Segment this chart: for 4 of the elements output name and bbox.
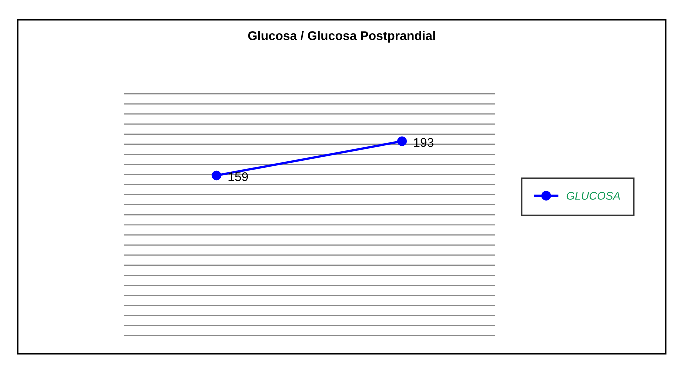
chart-title: Glucosa / Glucosa Postprandial	[248, 31, 436, 43]
data-label: 193	[414, 138, 434, 148]
legend-label: GLUCOSA	[566, 192, 620, 200]
data-label: 159	[228, 172, 248, 182]
